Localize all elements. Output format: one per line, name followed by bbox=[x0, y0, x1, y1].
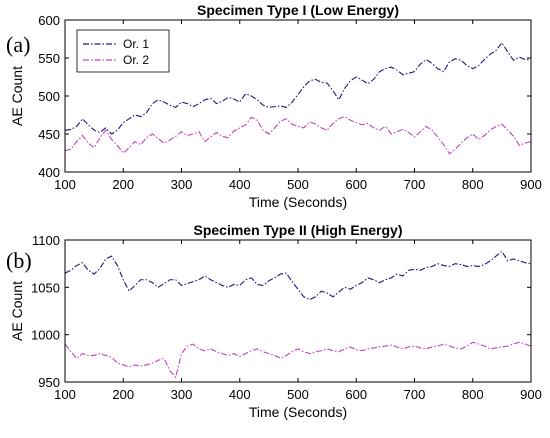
y-tick-label: 550 bbox=[38, 51, 60, 66]
y-axis-label: AE Count bbox=[9, 66, 25, 126]
y-tick-label: 1050 bbox=[31, 280, 60, 295]
x-tick-label: 400 bbox=[229, 387, 251, 402]
series-line-1 bbox=[65, 250, 531, 301]
y-tick-label: 400 bbox=[38, 165, 60, 180]
x-axis-label: Time (Seconds) bbox=[249, 404, 347, 420]
x-tick-label: 400 bbox=[229, 177, 251, 192]
series-line-1 bbox=[65, 41, 531, 135]
y-axis-label: AE Count bbox=[9, 281, 25, 341]
x-tick-label: 300 bbox=[171, 387, 193, 402]
y-tick-label: 1100 bbox=[32, 233, 60, 248]
chart-title: Specimen Type II (High Energy) bbox=[193, 222, 402, 238]
x-tick-label: 900 bbox=[520, 387, 542, 402]
y-tick-label: 950 bbox=[38, 375, 60, 390]
y-tick-label: 600 bbox=[38, 13, 60, 28]
panel-tag: (b) bbox=[6, 248, 32, 273]
series-line-2 bbox=[65, 341, 531, 379]
x-tick-label: 100 bbox=[54, 177, 76, 192]
plot-frame bbox=[64, 239, 532, 383]
x-tick-label: 200 bbox=[112, 387, 134, 402]
x-tick-label: 200 bbox=[112, 177, 134, 192]
legend-entry: Or. 2 bbox=[123, 53, 149, 67]
x-tick-label: 600 bbox=[345, 177, 367, 192]
legend-box bbox=[76, 29, 170, 73]
panel-tag: (a) bbox=[6, 32, 30, 57]
chart-title: Specimen Type I (Low Energy) bbox=[197, 2, 399, 18]
y-tick-label: 1000 bbox=[31, 328, 60, 343]
y-tick-label: 450 bbox=[38, 127, 60, 142]
x-axis-label: Time (Seconds) bbox=[249, 194, 347, 210]
x-tick-label: 800 bbox=[462, 387, 484, 402]
x-tick-label: 100 bbox=[54, 387, 76, 402]
x-tick-label: 300 bbox=[171, 177, 193, 192]
x-tick-label: 700 bbox=[404, 387, 426, 402]
y-tick-label: 500 bbox=[38, 89, 60, 104]
legend: Or. 1 Or. 2 bbox=[76, 29, 170, 73]
x-tick-label: 500 bbox=[287, 387, 309, 402]
series-line-2 bbox=[65, 115, 531, 155]
x-tick-label: 800 bbox=[462, 177, 484, 192]
panel-b: (b) Specimen Type II (High Energy) 100 200 3… bbox=[6, 222, 542, 420]
x-tick-label: 900 bbox=[520, 177, 542, 192]
legend-entry: Or. 1 bbox=[123, 37, 149, 51]
panel-a: (a) Specimen Type I (Low Energy) 100 200 300… bbox=[6, 2, 542, 210]
x-tick-label: 500 bbox=[287, 177, 309, 192]
x-tick-label: 600 bbox=[345, 387, 367, 402]
x-tick-label: 700 bbox=[404, 177, 426, 192]
